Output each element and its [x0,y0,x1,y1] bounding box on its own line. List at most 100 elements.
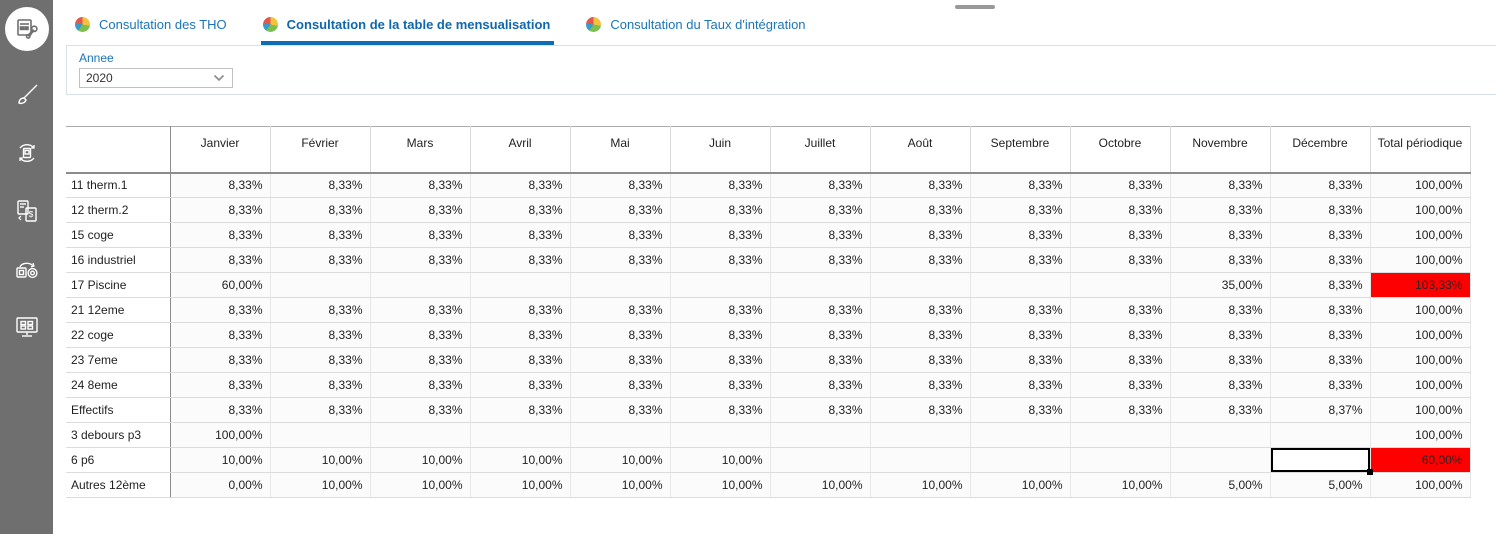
table-cell[interactable]: 8,33% [770,297,871,323]
table-cell[interactable] [370,272,471,298]
table-cell[interactable]: 8,33% [1070,247,1171,273]
table-cell[interactable]: 8,33% [770,347,871,373]
table-cell[interactable] [870,447,971,473]
table-cell[interactable]: 8,33% [270,347,371,373]
table-cell[interactable]: 8,33% [170,322,271,348]
table-cell[interactable]: 8,33% [770,397,871,423]
table-cell[interactable]: 8,33% [170,247,271,273]
table-cell[interactable]: 8,33% [170,347,271,373]
table-cell[interactable]: 8,33% [470,197,571,223]
table-cell[interactable]: 8,33% [570,247,671,273]
table-cell[interactable]: 8,33% [270,222,371,248]
table-cell[interactable]: 8,33% [370,372,471,398]
table-cell[interactable]: 8,33% [870,347,971,373]
table-cell[interactable]: 8,33% [1070,222,1171,248]
table-cell[interactable]: 100,00% [1370,397,1471,423]
table-cell[interactable]: 8,33% [970,222,1071,248]
table-cell[interactable]: 100,00% [1370,347,1471,373]
table-cell[interactable]: 100,00% [1370,372,1471,398]
table-cell[interactable]: 100,00% [1370,247,1471,273]
table-cell[interactable] [270,422,371,448]
table-cell[interactable]: 10,00% [370,447,471,473]
table-cell[interactable]: 100,00% [1370,422,1471,448]
table-cell[interactable]: 8,33% [670,397,771,423]
table-cell[interactable]: 8,33% [1170,297,1271,323]
table-cell[interactable]: 8,33% [770,172,871,198]
tab-2[interactable]: Consultation de la table de mensualisati… [260,15,555,45]
table-cell[interactable]: 8,33% [370,222,471,248]
table-cell[interactable]: 103,33% [1370,272,1471,298]
table-cell[interactable]: 8,33% [770,197,871,223]
table-cell[interactable]: 100,00% [1370,322,1471,348]
table-cell[interactable] [270,272,371,298]
table-cell[interactable]: 8,33% [1170,222,1271,248]
table-cell[interactable]: 100,00% [1370,472,1471,498]
table-cell[interactable]: 8,33% [370,172,471,198]
table-cell[interactable]: 8,33% [1270,297,1371,323]
collapse-handle[interactable] [955,5,995,9]
table-cell[interactable]: 8,33% [170,397,271,423]
sidebar-item-export[interactable] [0,255,53,283]
table-cell[interactable]: 8,33% [270,372,371,398]
table-cell[interactable]: 10,00% [470,447,571,473]
table-cell[interactable] [870,422,971,448]
table-cell[interactable]: 8,33% [670,372,771,398]
table-cell[interactable]: 8,33% [170,222,271,248]
table-cell[interactable]: 8,33% [1170,172,1271,198]
table-cell[interactable]: 8,33% [970,197,1071,223]
table-cell[interactable]: 10,00% [470,472,571,498]
table-cell[interactable]: 8,33% [1270,272,1371,298]
table-cell[interactable]: 8,33% [370,322,471,348]
table-cell[interactable]: 8,33% [1070,172,1171,198]
sidebar-item-sync[interactable] [0,139,53,167]
table-cell[interactable]: 8,33% [670,297,771,323]
table-cell[interactable]: 5,00% [1270,472,1371,498]
table-cell[interactable]: 8,33% [1270,197,1371,223]
sidebar-item-report-editor[interactable] [0,7,53,51]
table-cell[interactable] [670,422,771,448]
table-cell[interactable]: 8,33% [770,247,871,273]
table-cell[interactable]: 8,33% [1170,347,1271,373]
table-cell[interactable]: 100,00% [1370,197,1471,223]
table-cell[interactable]: 8,33% [1270,372,1371,398]
sidebar-item-design[interactable] [0,81,53,109]
table-cell[interactable] [870,272,971,298]
table-cell[interactable]: 8,33% [770,322,871,348]
table-cell[interactable]: 8,33% [470,347,571,373]
sidebar-item-billing[interactable]: $ [0,197,53,225]
tab-1[interactable]: Consultation des THO [73,15,231,45]
table-cell[interactable] [770,272,871,298]
table-cell[interactable]: 10,00% [570,447,671,473]
table-cell[interactable]: 8,33% [1270,222,1371,248]
table-cell[interactable]: 8,33% [1070,197,1171,223]
table-cell[interactable]: 8,33% [270,172,371,198]
table-cell[interactable]: 8,33% [470,222,571,248]
table-cell[interactable]: 8,33% [1070,397,1171,423]
table-cell[interactable]: 8,33% [870,297,971,323]
table-cell[interactable]: 10,00% [270,447,371,473]
table-cell[interactable]: 8,33% [970,297,1071,323]
table-cell[interactable]: 8,33% [870,222,971,248]
table-cell[interactable]: 10,00% [570,472,671,498]
table-cell[interactable] [1270,422,1371,448]
table-cell[interactable] [1170,422,1271,448]
table-cell[interactable]: 8,33% [1270,247,1371,273]
table-cell[interactable]: 8,33% [270,247,371,273]
table-cell[interactable]: 8,33% [1270,347,1371,373]
table-cell[interactable]: 10,00% [370,472,471,498]
table-cell[interactable]: 8,33% [670,222,771,248]
table-cell[interactable]: 10,00% [970,472,1071,498]
table-cell[interactable]: 8,33% [770,372,871,398]
table-cell[interactable] [970,272,1071,298]
table-cell[interactable]: 8,33% [670,322,771,348]
table-cell[interactable]: 8,33% [570,397,671,423]
table-cell[interactable]: 8,33% [970,172,1071,198]
table-cell[interactable]: 8,33% [1070,297,1171,323]
table-cell[interactable]: 10,00% [870,472,971,498]
table-cell[interactable]: 8,33% [870,247,971,273]
table-cell[interactable]: 8,33% [570,172,671,198]
table-cell[interactable]: 8,33% [870,197,971,223]
table-cell[interactable]: 8,33% [1270,322,1371,348]
table-cell[interactable] [770,422,871,448]
table-cell[interactable] [1270,447,1372,475]
